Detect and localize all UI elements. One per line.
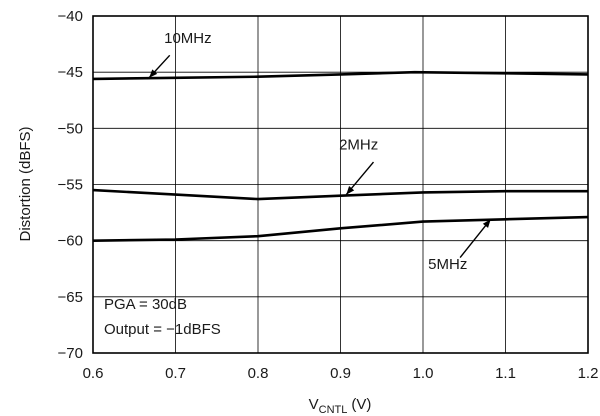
y-tick-label: −70	[58, 345, 83, 362]
annotation-label: 10MHz	[164, 30, 212, 47]
note-pga: PGA = 30dB	[104, 296, 187, 313]
y-tick-label: −40	[58, 8, 83, 25]
x-axis-label-subscript: CNTL	[319, 404, 348, 416]
note-output: Output = −1dBFS	[104, 321, 221, 338]
x-tick-label: 0.8	[248, 365, 269, 382]
y-tick-label: −65	[58, 289, 83, 306]
annotation-label: 5MHz	[428, 256, 467, 273]
x-axis-label-main: V	[309, 396, 319, 413]
x-axis-label: VCNTL (V)	[309, 396, 372, 416]
y-axis-label: Distortion (dBFS)	[17, 126, 34, 241]
x-tick-label: 1.1	[495, 365, 516, 382]
y-tick-label: −55	[58, 177, 83, 194]
y-tick-label: −60	[58, 233, 83, 250]
annotation-label: 2MHz	[339, 137, 378, 154]
x-tick-label: 0.9	[330, 365, 351, 382]
annotation-5mhz: 5MHz	[428, 218, 492, 273]
series-lines	[92, 70, 589, 242]
x-tick-label: 0.7	[165, 365, 186, 382]
tick-labels: 0.6 0.7 0.8 0.9 1.0 1.1 1.2 −40 −45 −50 −55 −60 −65 −…	[58, 8, 599, 382]
x-axis-label-unit: (V)	[351, 396, 371, 413]
x-tick-label: 1.0	[413, 365, 434, 382]
y-tick-label: −50	[58, 120, 83, 137]
series-annotations: 10MHz 2MHz 5MHz	[148, 30, 492, 273]
grid-lines	[93, 16, 588, 353]
series-line-10mhz	[92, 70, 589, 81]
annotation-arrowhead	[346, 186, 355, 195]
annotation-10mhz: 10MHz	[148, 30, 212, 79]
annotation-arrowhead	[482, 219, 491, 228]
y-tick-label: −45	[58, 64, 83, 81]
series-line-5mhz	[92, 215, 589, 242]
plot-frame	[92, 15, 589, 354]
annotation-2mhz: 2MHz	[339, 137, 378, 196]
x-tick-label: 0.6	[83, 365, 104, 382]
annotation-arrowhead	[149, 69, 158, 78]
conditions-note: PGA = 30dB Output = −1dBFS	[104, 296, 221, 338]
x-tick-label: 1.2	[578, 365, 599, 382]
series-line-2mhz	[92, 188, 588, 201]
